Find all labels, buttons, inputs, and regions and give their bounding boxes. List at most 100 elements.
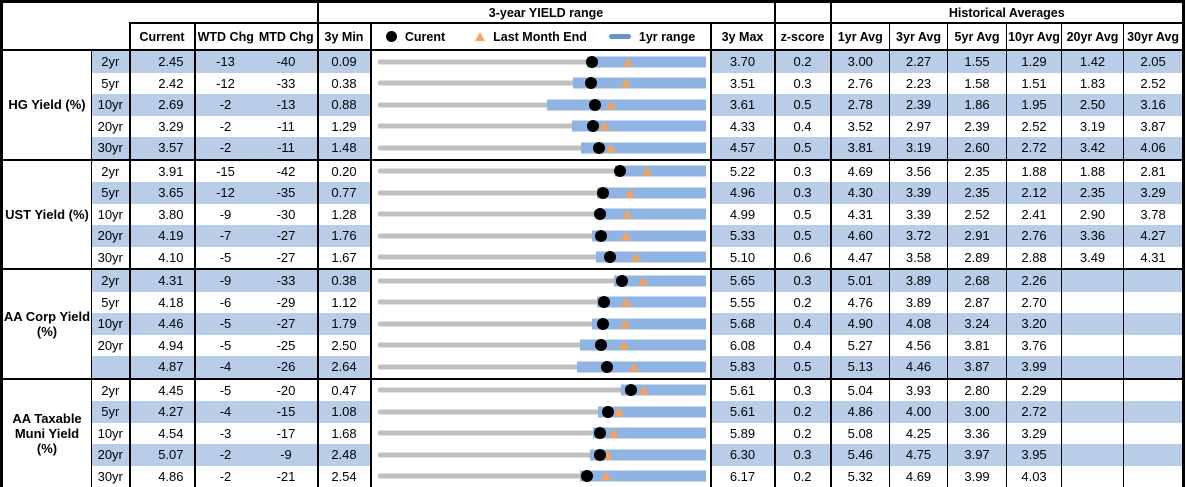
cell-tenor: 30yr bbox=[91, 137, 131, 160]
row-aa_muni-30yr: 30yr 4.86 -2 -21 2.54 6.17 0.2 5.32 4.69 3.99 4.03 bbox=[2, 465, 1185, 487]
cell-mtd-chg: -11 bbox=[255, 137, 319, 160]
cell-avg-10yr: 2.72 bbox=[1006, 401, 1063, 423]
range-track-3yr bbox=[377, 313, 706, 334]
cell-current: 2.69 bbox=[129, 94, 196, 116]
cell-avg-30yr bbox=[1123, 465, 1185, 487]
cell-avg-30yr: 3.29 bbox=[1123, 182, 1185, 204]
1yr-range-bar bbox=[576, 361, 706, 373]
cell-avg-30yr bbox=[1123, 422, 1185, 444]
cell-3y-max: 5.65 bbox=[710, 268, 776, 292]
last-month-end-triangle bbox=[606, 143, 617, 153]
cell-3y-min: 1.28 bbox=[317, 203, 372, 225]
cell-wtd-chg: -2 bbox=[219, 468, 232, 484]
cell-wtd-chg: -9 bbox=[194, 268, 256, 292]
cell-tenor: 10yr bbox=[91, 422, 131, 444]
cell-avg-3yr: 2.27 bbox=[889, 49, 949, 73]
cell-mtd-chg: -40 bbox=[255, 49, 319, 73]
cell-current: 4.87 bbox=[129, 356, 196, 379]
last-month-end-triangle bbox=[623, 57, 634, 67]
current-dot bbox=[602, 405, 615, 418]
header-current: Current bbox=[128, 22, 196, 51]
cell-avg-20yr: 3.49 bbox=[1061, 246, 1125, 269]
cell-avg-10yr: 2.76 bbox=[1006, 225, 1063, 247]
row-aa_corp-5yr: 5yr 4.18 -6 -29 1.12 5.55 0.2 4.76 3.89 2.87 2.70 bbox=[2, 291, 1185, 313]
row-aa_corp-2yr: AA Corp Yield (%) 2yr 4.31 -9 -33 0.38 5.65 0.3 5… bbox=[1, 268, 1185, 379]
cell-range-chart bbox=[370, 72, 712, 94]
3y-range-line bbox=[377, 409, 706, 415]
cell-z-score: 0.5 bbox=[774, 94, 832, 116]
range-track-3yr bbox=[377, 466, 706, 487]
cell-tenor: 20yr bbox=[91, 444, 131, 466]
range-track-3yr bbox=[377, 94, 706, 115]
cell-current: 3.57 bbox=[129, 137, 196, 160]
cell-wtd-chg: -9 bbox=[219, 206, 232, 222]
cell-current: 4.86 bbox=[129, 465, 196, 487]
cell-avg-30yr bbox=[1123, 377, 1185, 401]
cell-tenor: 20yr bbox=[91, 225, 131, 247]
cell-avg-20yr: 2.35 bbox=[1061, 182, 1125, 204]
3y-range-line bbox=[377, 452, 706, 458]
cell-avg-5yr: 2.35 bbox=[947, 158, 1008, 182]
cell-avg-20yr bbox=[1061, 313, 1125, 335]
cell-current: 3.65 bbox=[129, 182, 196, 204]
row-aa_corp-10yr: 10yr 4.46 -5 -27 1.79 5.68 0.4 4.90 4.08 3.24 3.20 bbox=[2, 313, 1185, 335]
header-zscore-spacer bbox=[773, 0, 832, 24]
1yr-range-bar bbox=[581, 142, 706, 154]
cell-tenor: 5yr bbox=[91, 291, 131, 313]
current-dot bbox=[613, 165, 626, 178]
last-month-end-triangle bbox=[620, 231, 631, 241]
cell-avg-30yr: 4.06 bbox=[1123, 137, 1185, 160]
cell-current: 3.29 bbox=[129, 115, 196, 137]
cell-z-score: 0.2 bbox=[774, 422, 832, 444]
cell-mtd-chg: -20 bbox=[255, 377, 319, 401]
cell-avg-30yr bbox=[1123, 444, 1185, 466]
cell-tenor: 10yr bbox=[91, 203, 131, 225]
current-dot bbox=[596, 186, 609, 199]
current-dot bbox=[585, 77, 598, 90]
header-wtd-mtd: WTD Chg MTD Chg bbox=[193, 22, 319, 51]
cell-z-score: 0.3 bbox=[774, 377, 832, 401]
cell-tenor: 2yr bbox=[91, 158, 131, 182]
range-track-3yr bbox=[377, 204, 706, 225]
cell-3y-min: 0.77 bbox=[317, 182, 372, 204]
cell-range-chart bbox=[370, 115, 712, 137]
current-dot bbox=[588, 98, 601, 111]
cell-avg-1yr: 3.81 bbox=[830, 137, 891, 160]
legend-last-month-end-label: Last Month End bbox=[493, 29, 587, 44]
cell-3y-min: 1.12 bbox=[317, 291, 372, 313]
range-track-3yr bbox=[377, 73, 706, 94]
cell-z-score: 0.6 bbox=[774, 246, 832, 269]
cell-3y-max: 5.33 bbox=[710, 225, 776, 247]
cell-avg-20yr bbox=[1061, 444, 1125, 466]
1yr-range-bar bbox=[596, 296, 706, 308]
cell-3y-max: 4.96 bbox=[710, 182, 776, 204]
cell-avg-30yr: 4.31 bbox=[1123, 246, 1185, 269]
cell-wtd-chg: -7 bbox=[194, 225, 256, 247]
row-hg-10yr: 10yr 2.69 -2 -13 0.88 3.61 0.5 2.78 2.39 1.86 1.95… bbox=[2, 94, 1185, 116]
row-hg-5yr: 5yr 2.42 -12 -33 0.38 3.51 0.3 2.76 2.23 1.58 1.51… bbox=[2, 72, 1185, 94]
cell-tenor: 5yr bbox=[91, 401, 131, 423]
cell-3y-max: 5.89 bbox=[710, 422, 776, 444]
cell-avg-5yr: 3.24 bbox=[947, 313, 1008, 335]
1yr-range-bar bbox=[573, 77, 706, 89]
cell-avg-3yr: 4.25 bbox=[889, 422, 949, 444]
cell-current: 4.46 bbox=[129, 313, 196, 335]
cell-avg-1yr: 2.78 bbox=[830, 94, 891, 116]
cell-z-score: 0.4 bbox=[774, 115, 832, 137]
cell-avg-3yr: 3.89 bbox=[889, 268, 949, 292]
current-dot bbox=[600, 360, 613, 373]
cell-3y-max: 5.61 bbox=[710, 401, 776, 423]
cell-avg-10yr: 4.03 bbox=[1006, 465, 1063, 487]
3y-range-line bbox=[377, 387, 706, 393]
cell-avg-1yr: 5.01 bbox=[830, 268, 891, 292]
cell-avg-5yr: 3.97 bbox=[947, 444, 1008, 466]
current-dot bbox=[625, 384, 638, 397]
legend-current-dot-icon bbox=[385, 31, 397, 42]
cell-3y-min: 0.38 bbox=[317, 72, 372, 94]
last-month-end-triangle bbox=[601, 471, 612, 481]
1yr-range-bar bbox=[579, 339, 706, 351]
cell-avg-10yr: 2.26 bbox=[1006, 268, 1063, 292]
3y-range-line bbox=[377, 190, 706, 196]
3y-range-line bbox=[377, 102, 706, 108]
3y-range-line bbox=[377, 299, 706, 305]
